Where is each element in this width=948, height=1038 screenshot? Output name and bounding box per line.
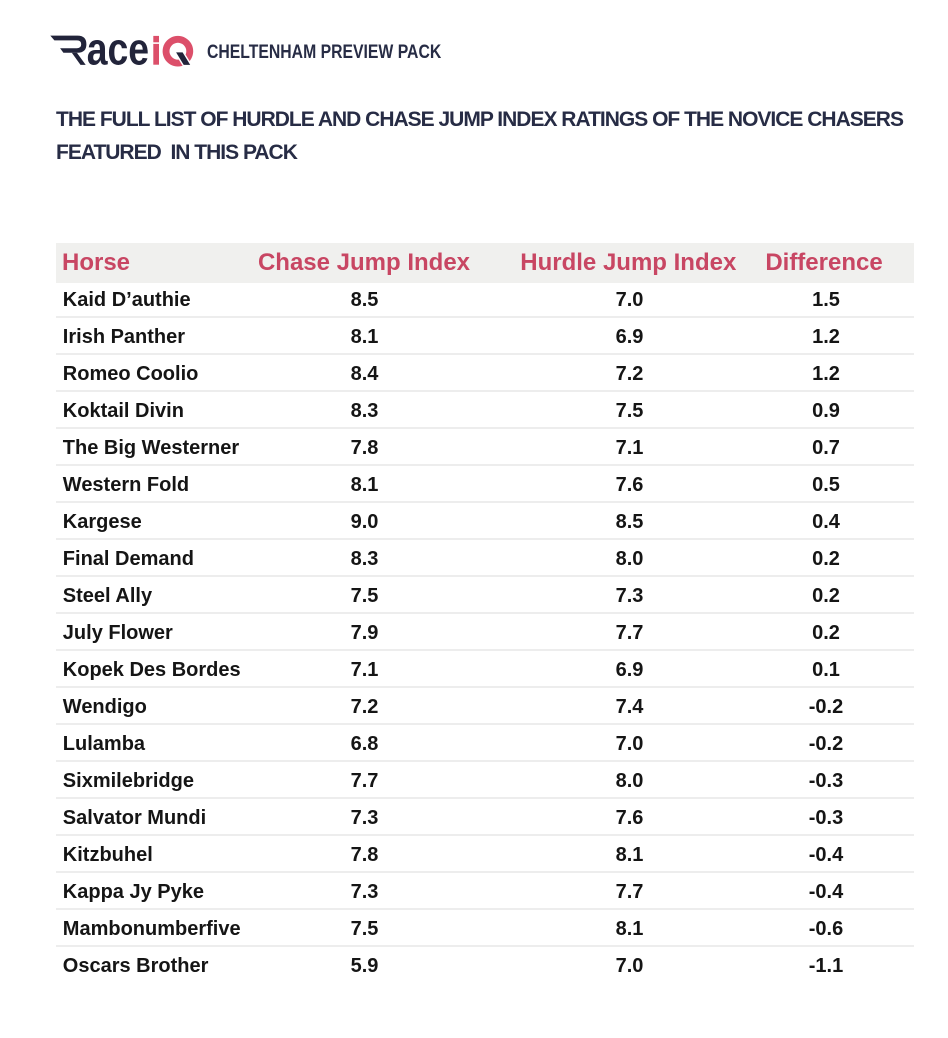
- svg-text:ace: ace: [87, 23, 149, 74]
